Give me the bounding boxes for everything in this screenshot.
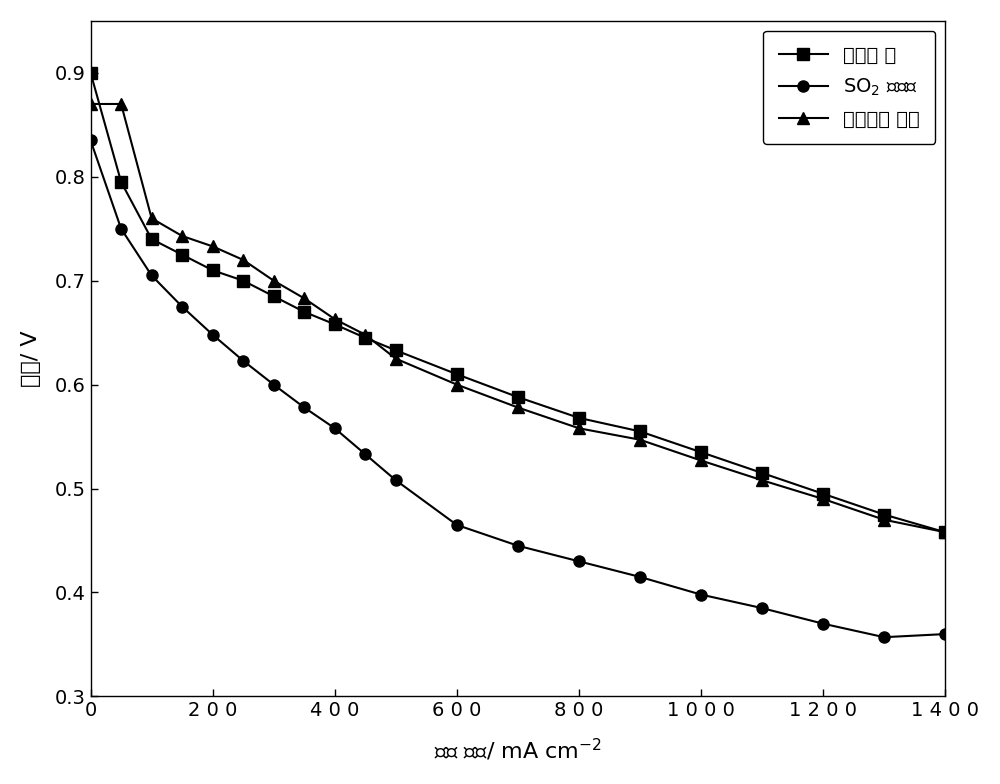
氧气吹扫 恢复 [695,456,707,465]
初始状 态 [817,489,829,499]
SO$_2$ 中毒后 [817,619,829,629]
氧气吹扫 恢复 [176,231,188,241]
初始状 态 [85,68,97,78]
氧气吹扫 恢复 [359,330,371,339]
初始状 态 [176,250,188,260]
初始状 态 [298,307,310,317]
初始状 态 [451,369,463,379]
SO$_2$ 中毒后 [939,630,951,639]
氧气吹扫 恢复 [85,100,97,109]
SO$_2$ 中毒后 [634,572,646,582]
氧气吹扫 恢复 [237,255,249,264]
初始状 态 [146,234,158,244]
初始状 态 [207,266,219,275]
初始状 态 [939,528,951,537]
SO$_2$ 中毒后 [359,449,371,459]
初始状 态 [756,468,768,477]
氧气吹扫 恢复 [268,276,280,285]
氧气吹扫 恢复 [634,435,646,445]
SO$_2$ 中毒后 [878,633,890,642]
Line: SO$_2$ 中毒后: SO$_2$ 中毒后 [85,135,951,643]
初始状 态 [695,448,707,457]
氧气吹扫 恢复 [939,528,951,537]
SO$_2$ 中毒后 [207,330,219,339]
SO$_2$ 中毒后 [115,224,127,234]
氧气吹扫 恢复 [146,213,158,223]
SO$_2$ 中毒后 [268,380,280,390]
初始状 态 [268,292,280,301]
氧气吹扫 恢复 [512,403,524,412]
氧气吹扫 恢复 [298,294,310,303]
氧气吹扫 恢复 [451,380,463,390]
初始状 态 [512,392,524,401]
SO$_2$ 中毒后 [176,302,188,311]
氧气吹扫 恢复 [756,476,768,485]
初始状 态 [115,177,127,187]
氧气吹扫 恢复 [817,494,829,503]
Y-axis label: 电压/ V: 电压/ V [21,330,41,387]
初始状 态 [390,346,402,355]
氧气吹扫 恢复 [390,354,402,363]
初始状 态 [329,320,341,329]
氧气吹扫 恢复 [573,423,585,433]
氧气吹扫 恢复 [207,241,219,251]
SO$_2$ 中毒后 [512,541,524,550]
氧气吹扫 恢复 [329,314,341,324]
Line: 氧气吹扫 恢复: 氧气吹扫 恢复 [85,99,951,538]
SO$_2$ 中毒后 [695,590,707,599]
SO$_2$ 中毒后 [390,476,402,485]
氧气吹扫 恢复 [115,100,127,109]
SO$_2$ 中毒后 [573,557,585,566]
初始状 态 [573,413,585,423]
SO$_2$ 中毒后 [237,356,249,365]
X-axis label: 电流 密度/ mA cm$^{-2}$: 电流 密度/ mA cm$^{-2}$ [434,737,602,763]
初始状 态 [359,333,371,343]
SO$_2$ 中毒后 [146,270,158,280]
初始状 态 [878,510,890,519]
Line: 初始状 态: 初始状 态 [85,67,951,538]
SO$_2$ 中毒后 [451,521,463,530]
初始状 态 [634,426,646,436]
氧气吹扫 恢复 [878,515,890,524]
SO$_2$ 中毒后 [756,604,768,613]
SO$_2$ 中毒后 [85,136,97,145]
SO$_2$ 中毒后 [329,423,341,433]
Legend: 初始状 态, SO$_2$ 中毒后, 氧气吹扫 恢复: 初始状 态, SO$_2$ 中毒后, 氧气吹扫 恢复 [763,31,935,144]
初始状 态 [237,276,249,285]
SO$_2$ 中毒后 [298,403,310,412]
